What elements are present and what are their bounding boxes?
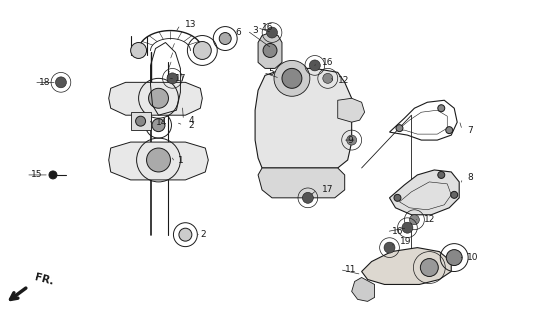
Polygon shape (131, 112, 150, 130)
Text: 4: 4 (188, 116, 194, 125)
Circle shape (147, 148, 170, 172)
Polygon shape (338, 98, 365, 122)
Circle shape (282, 68, 302, 88)
Polygon shape (352, 277, 375, 301)
Polygon shape (258, 168, 345, 198)
Text: 16: 16 (262, 23, 273, 32)
Circle shape (384, 242, 395, 253)
Text: 8: 8 (467, 173, 473, 182)
Circle shape (149, 88, 169, 108)
Polygon shape (255, 68, 352, 168)
Text: 2: 2 (201, 230, 206, 239)
Text: 16: 16 (322, 58, 333, 67)
Circle shape (402, 222, 413, 233)
Circle shape (438, 172, 445, 179)
Text: 19: 19 (399, 237, 411, 246)
Text: 9: 9 (348, 136, 353, 145)
Circle shape (451, 191, 458, 198)
Circle shape (263, 44, 277, 58)
Circle shape (193, 42, 211, 60)
Polygon shape (258, 33, 282, 68)
Circle shape (152, 119, 165, 132)
Text: 16: 16 (392, 227, 403, 236)
Circle shape (394, 194, 401, 201)
Text: 12: 12 (424, 215, 436, 224)
Text: 5: 5 (268, 68, 274, 77)
Text: 10: 10 (467, 253, 479, 262)
Circle shape (347, 135, 356, 145)
Circle shape (409, 215, 419, 225)
Circle shape (179, 228, 192, 241)
Circle shape (323, 73, 333, 83)
Polygon shape (109, 82, 202, 115)
Circle shape (446, 250, 462, 266)
Circle shape (309, 60, 320, 71)
Circle shape (167, 73, 178, 84)
Text: 1: 1 (179, 156, 184, 164)
Text: 12: 12 (338, 76, 349, 85)
Circle shape (274, 60, 310, 96)
Circle shape (131, 43, 147, 59)
Text: 3: 3 (252, 26, 258, 35)
Text: 18: 18 (39, 78, 51, 87)
Polygon shape (390, 170, 459, 215)
Text: 2: 2 (188, 121, 194, 130)
Circle shape (420, 259, 438, 276)
Circle shape (438, 105, 445, 112)
Text: 6: 6 (235, 28, 241, 37)
Text: 14: 14 (155, 118, 167, 127)
Text: 13: 13 (185, 20, 197, 29)
Circle shape (49, 171, 57, 179)
Circle shape (219, 33, 231, 44)
Polygon shape (361, 248, 451, 284)
Circle shape (396, 125, 403, 132)
Text: FR.: FR. (33, 273, 55, 287)
Circle shape (56, 77, 67, 88)
Text: 15: 15 (31, 171, 42, 180)
Polygon shape (109, 142, 208, 180)
Text: 11: 11 (345, 265, 356, 274)
Text: 7: 7 (467, 126, 473, 135)
Circle shape (446, 127, 453, 134)
Circle shape (302, 192, 314, 203)
Text: 17: 17 (175, 74, 187, 83)
Text: 17: 17 (322, 185, 333, 194)
Circle shape (267, 27, 278, 38)
Circle shape (136, 116, 145, 126)
